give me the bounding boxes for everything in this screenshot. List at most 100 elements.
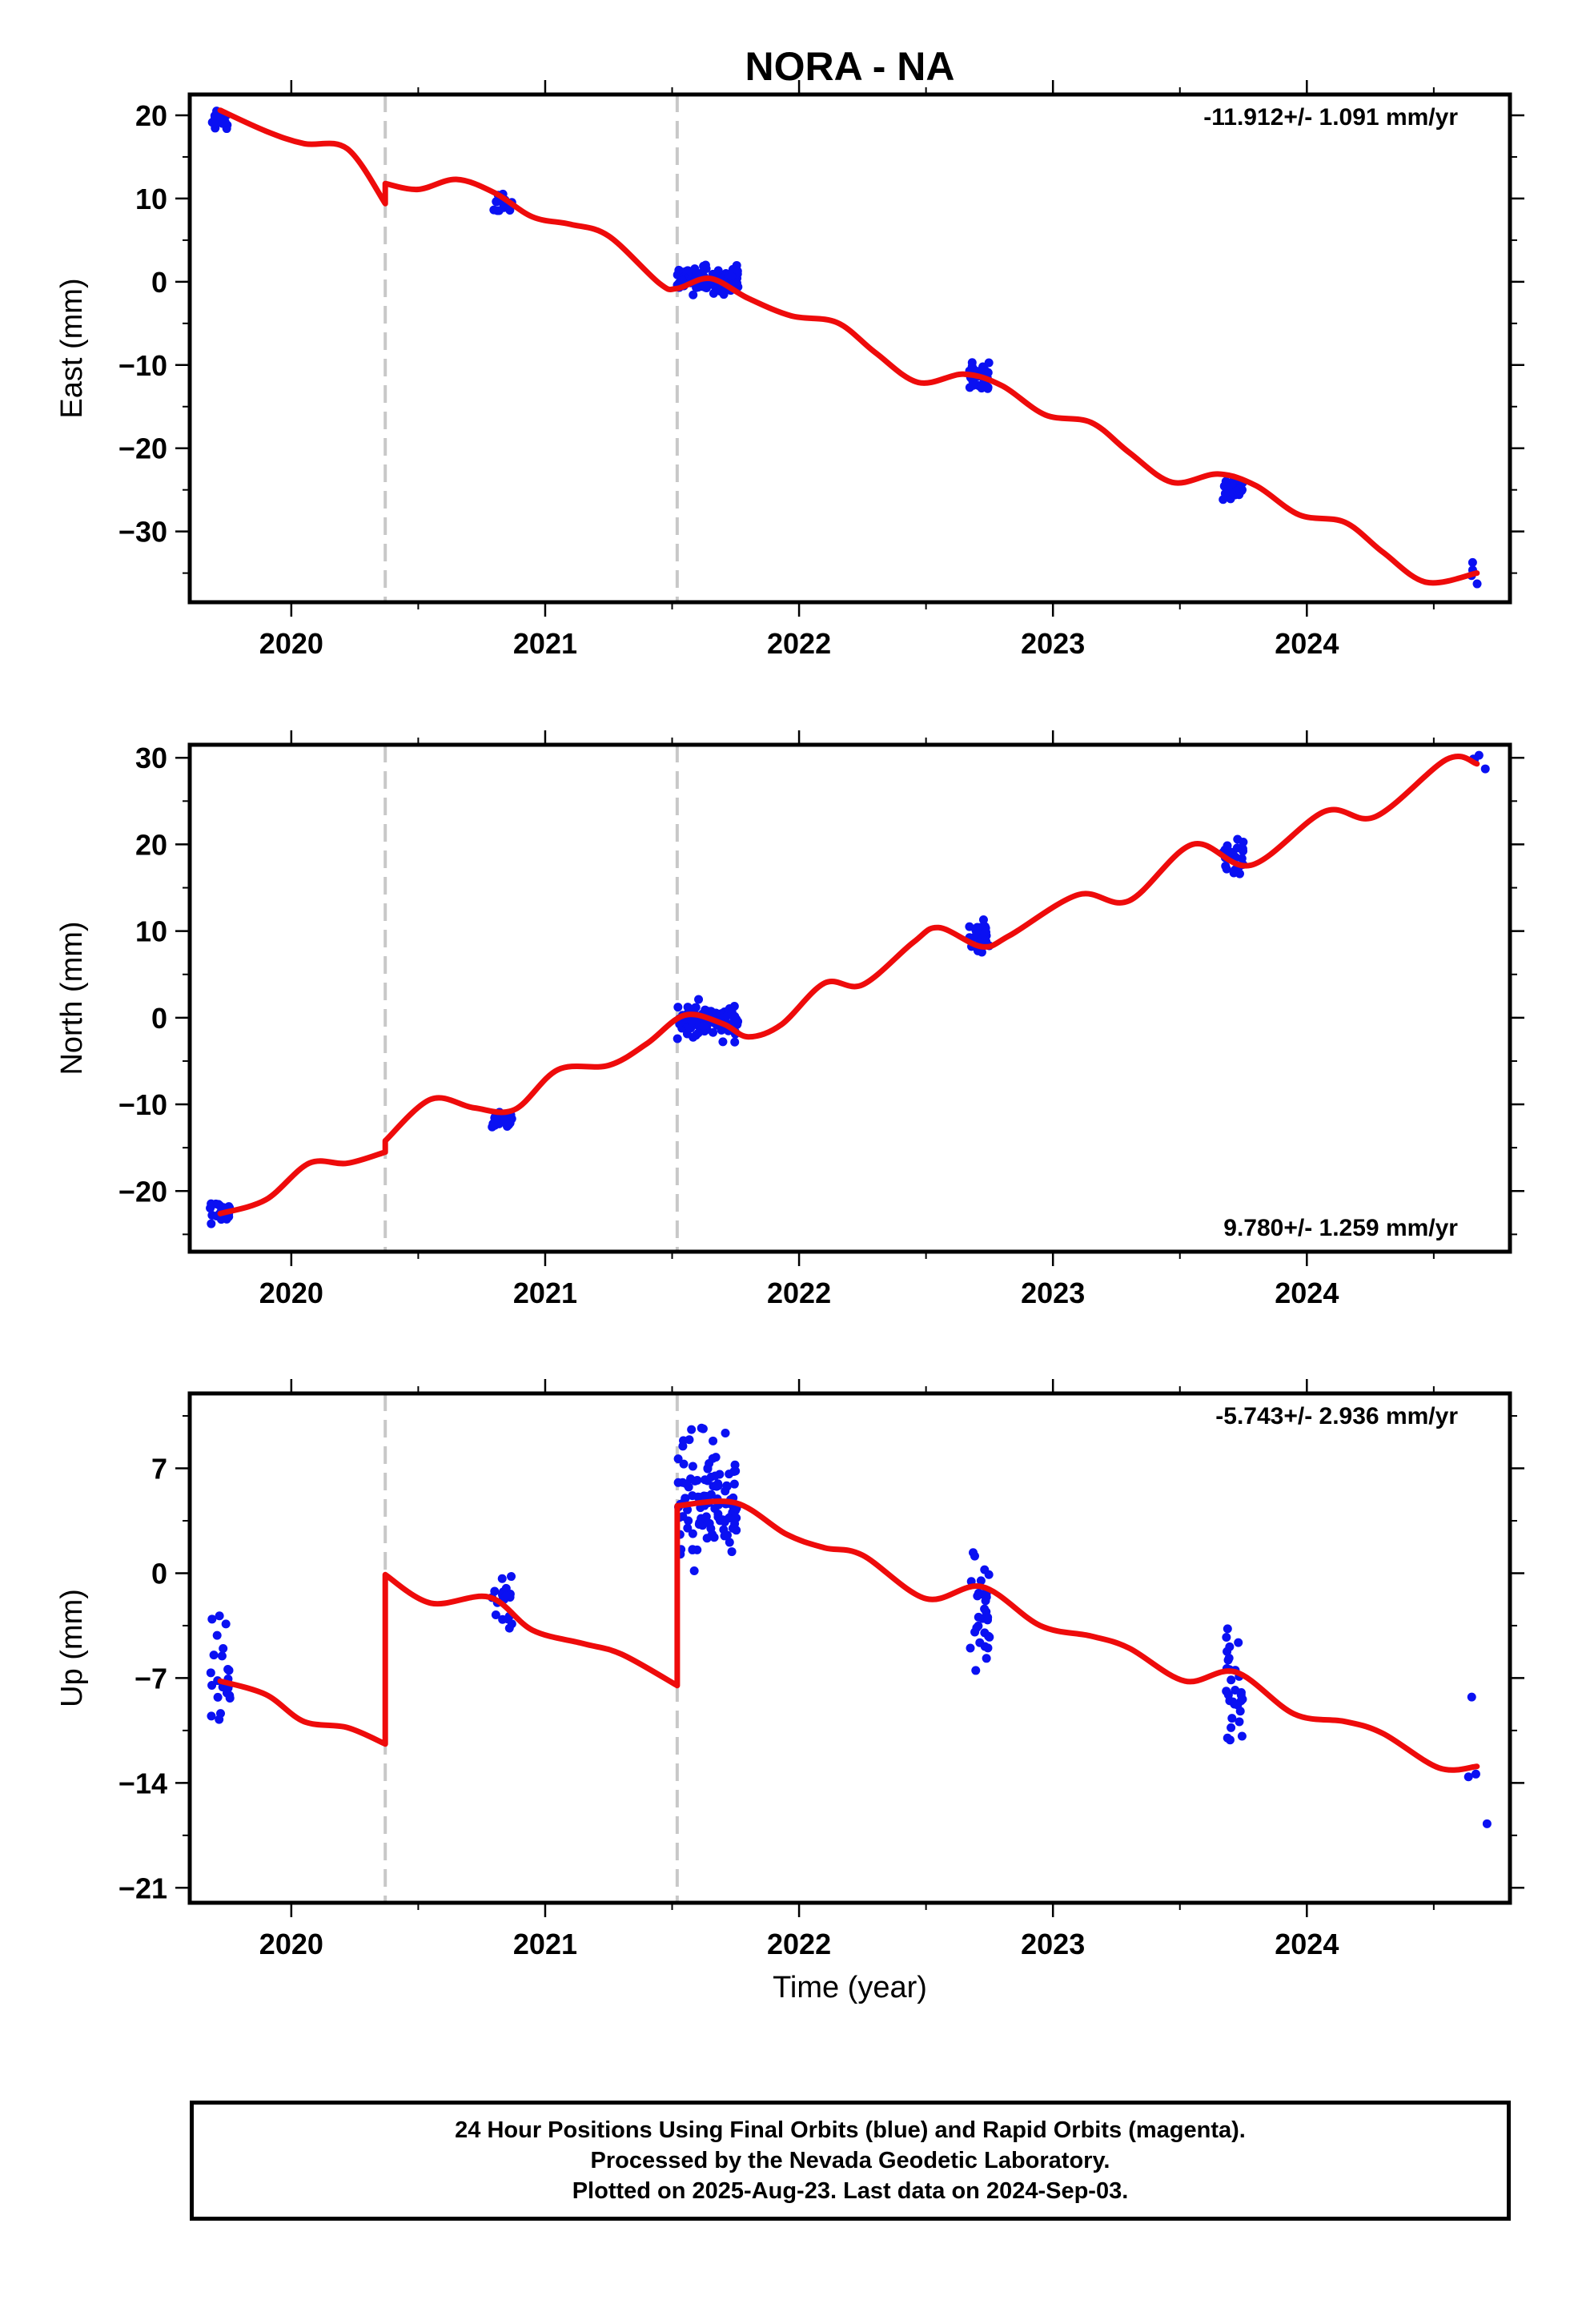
observation-points bbox=[206, 750, 1490, 1228]
observation-point bbox=[705, 1518, 714, 1528]
observation-point bbox=[709, 288, 718, 298]
observation-point bbox=[207, 1219, 216, 1228]
observation-point bbox=[1237, 1731, 1247, 1741]
y-tick-label: −30 bbox=[118, 516, 167, 549]
y-tick-label: −14 bbox=[118, 1767, 167, 1799]
observation-point bbox=[971, 1666, 981, 1675]
observation-point bbox=[708, 1530, 717, 1539]
observation-point bbox=[984, 358, 994, 368]
observation-point bbox=[507, 1619, 516, 1629]
x-tick-label: 2020 bbox=[259, 1277, 323, 1309]
observation-point bbox=[1223, 1690, 1233, 1699]
y-tick-label: −20 bbox=[118, 432, 167, 465]
observation-point bbox=[980, 1565, 990, 1574]
observation-point bbox=[674, 265, 684, 275]
observation-point bbox=[215, 1611, 224, 1621]
observation-point bbox=[1219, 495, 1228, 505]
observation-points bbox=[207, 107, 1482, 589]
observation-point bbox=[206, 1668, 215, 1678]
observation-point bbox=[697, 1423, 706, 1433]
x-tick-label: 2024 bbox=[1275, 1928, 1339, 1960]
x-tick-label: 2022 bbox=[767, 1928, 831, 1960]
observation-point bbox=[967, 362, 977, 372]
observation-point bbox=[1228, 1697, 1238, 1707]
y-tick-label: −10 bbox=[118, 1088, 167, 1121]
observation-point bbox=[1227, 1714, 1237, 1723]
observation-point bbox=[694, 1519, 704, 1529]
observation-point bbox=[727, 271, 737, 281]
y-tick-label: −10 bbox=[118, 349, 167, 382]
observation-point bbox=[1471, 1769, 1480, 1779]
observation-point bbox=[1235, 869, 1244, 879]
observation-point bbox=[1464, 1772, 1473, 1782]
observation-point bbox=[1480, 764, 1490, 774]
observation-point bbox=[673, 1034, 682, 1043]
x-axis-label: Time (year) bbox=[773, 1971, 927, 2004]
observation-point bbox=[1234, 1638, 1243, 1647]
plot-frame bbox=[187, 742, 1512, 1254]
y-tick-label: −7 bbox=[135, 1662, 167, 1695]
observation-point bbox=[705, 1458, 714, 1468]
y-tick-label: 30 bbox=[135, 742, 167, 774]
observation-point bbox=[730, 1037, 740, 1047]
observation-point bbox=[212, 1630, 222, 1640]
observation-point bbox=[1223, 841, 1232, 850]
observation-point bbox=[978, 915, 988, 924]
observation-point bbox=[678, 1512, 688, 1522]
observation-point bbox=[711, 1453, 721, 1462]
footer-line-orbits: 24 Hour Positions Using Final Orbits (bl… bbox=[455, 2117, 1246, 2143]
observation-point bbox=[207, 1711, 216, 1721]
observation-point bbox=[491, 1610, 500, 1619]
observation-point bbox=[712, 1482, 721, 1491]
observation-point bbox=[207, 1614, 217, 1624]
observation-point bbox=[976, 1576, 986, 1586]
y-tick-label: 7 bbox=[151, 1453, 167, 1486]
observation-point bbox=[681, 1479, 691, 1489]
velocity-label: -11.912+/- 1.091 mm/yr bbox=[1203, 104, 1458, 131]
observation-point bbox=[1235, 1707, 1245, 1716]
observation-point bbox=[209, 1651, 219, 1660]
x-tick-label: 2023 bbox=[1021, 1277, 1085, 1309]
y-axis-label: Up (mm) bbox=[55, 1589, 89, 1707]
observation-point bbox=[1468, 557, 1477, 567]
observation-point bbox=[699, 1021, 709, 1031]
observation-point bbox=[683, 1523, 693, 1533]
observation-point bbox=[706, 1472, 716, 1482]
observation-point bbox=[223, 1665, 233, 1675]
observation-point bbox=[687, 1016, 697, 1026]
x-tick-label: 2024 bbox=[1275, 1277, 1339, 1309]
observation-point bbox=[687, 1425, 697, 1434]
observation-point bbox=[690, 1476, 700, 1486]
observation-point bbox=[1223, 1624, 1232, 1634]
observation-point bbox=[693, 1492, 703, 1502]
observation-point bbox=[1239, 837, 1248, 846]
chart-panel-3: 2020 2021 2022 2023 2024 7 0 −7 −14 −21 -5.743+/- … bbox=[55, 1379, 1524, 2004]
observation-point bbox=[980, 1642, 990, 1651]
observation-point bbox=[722, 1482, 732, 1491]
observation-point bbox=[718, 1037, 728, 1047]
observation-point bbox=[983, 1615, 993, 1625]
observation-point bbox=[689, 1566, 699, 1575]
observation-point bbox=[709, 1436, 718, 1445]
x-tick-label: 2024 bbox=[1275, 627, 1339, 660]
observation-point bbox=[722, 1011, 732, 1020]
observation-point bbox=[1236, 1688, 1246, 1698]
observation-point bbox=[982, 927, 991, 937]
observation-point bbox=[725, 1538, 734, 1547]
x-tick-label: 2021 bbox=[513, 627, 577, 660]
observation-point bbox=[688, 1462, 697, 1471]
observation-point bbox=[688, 1545, 697, 1554]
observation-point bbox=[1223, 1733, 1232, 1743]
processing-info-box: 24 Hour Positions Using Final Orbits (bl… bbox=[190, 2101, 1511, 2221]
y-tick-label: 20 bbox=[135, 99, 167, 132]
observation-point bbox=[206, 1204, 215, 1213]
y-tick-label: 10 bbox=[135, 915, 167, 948]
observation-point bbox=[673, 1454, 683, 1464]
observation-point bbox=[501, 1591, 511, 1601]
observation-point bbox=[1232, 843, 1242, 853]
observation-point bbox=[1238, 1695, 1247, 1704]
observation-point bbox=[977, 947, 986, 957]
observation-point bbox=[688, 1529, 697, 1538]
observation-point bbox=[701, 1512, 711, 1522]
